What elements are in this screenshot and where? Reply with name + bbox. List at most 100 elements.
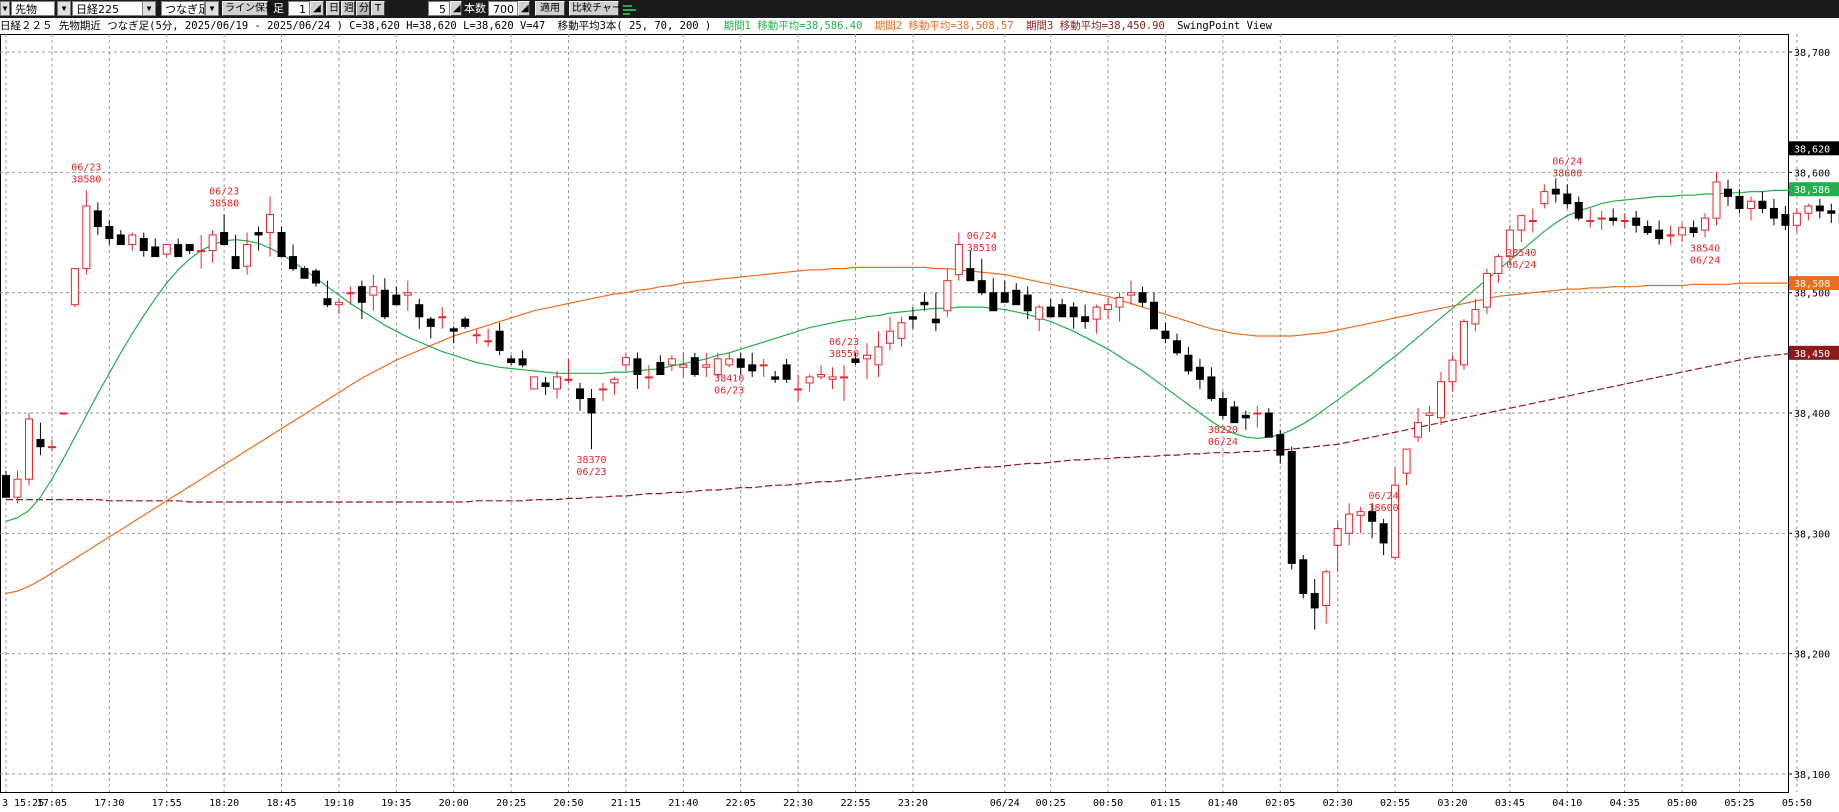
candle-body (231, 256, 240, 270)
candle (116, 230, 125, 246)
candle-body (300, 268, 309, 279)
bar-value-spinner[interactable]: ◢ (310, 1, 324, 16)
candle (1391, 467, 1400, 560)
candle (553, 370, 562, 399)
swing-price: 38580 (71, 174, 101, 185)
swing-date: 06/24 (1552, 156, 1582, 167)
bar-value-input[interactable]: 1 (288, 1, 310, 16)
candle (598, 382, 607, 401)
candle (1448, 355, 1457, 392)
interval-input[interactable]: 5 (428, 1, 450, 16)
moving-averages (5, 188, 1797, 595)
symbol-dropdown-arrow[interactable]: ▼ (57, 1, 71, 16)
candle (1597, 210, 1606, 231)
candle (1138, 286, 1147, 308)
candle-body (1218, 398, 1227, 416)
candle (518, 350, 527, 368)
candle (1792, 208, 1801, 233)
info-line: 日経２２５ 先物期近 つなぎ足(5分, 2025/06/19 - 2025/06… (0, 19, 1278, 33)
candle-body (507, 358, 516, 363)
period-minute-button[interactable]: 分 (356, 1, 370, 16)
symbol-select[interactable]: 日経225 (72, 1, 156, 16)
candle-body (541, 382, 550, 388)
candle (1172, 333, 1181, 356)
candle-body (840, 376, 849, 379)
price-tag-label: 38,508 (1794, 279, 1830, 290)
x-tick-label: 21:15 (611, 798, 641, 809)
x-tick-label: 18:45 (266, 798, 296, 809)
candle (1230, 400, 1239, 424)
swingpoint-view: SwingPoint View (1177, 20, 1272, 32)
candle (300, 266, 309, 279)
count-spinner[interactable]: ◢ (518, 1, 530, 16)
symbol-dropdown-arrow-right[interactable]: ▼ (142, 1, 156, 16)
count-label: 本数 (464, 2, 486, 15)
candle (105, 220, 114, 245)
candle-body (1333, 528, 1342, 546)
candle-body (1666, 234, 1675, 237)
candle-body (426, 318, 435, 327)
candle (897, 316, 906, 347)
chart-type-select[interactable]: つなぎ足 (161, 1, 205, 16)
candle-body (1746, 200, 1755, 209)
candle (174, 238, 183, 258)
candle-body (1104, 304, 1113, 311)
x-tick-label: 17:05 (37, 798, 67, 809)
candle-body (874, 346, 883, 366)
ma1-line (5, 188, 1797, 522)
candle-body (449, 328, 458, 332)
candle (690, 352, 699, 377)
count-input[interactable]: 700 (488, 1, 518, 16)
period-tick-button[interactable]: T (371, 1, 385, 16)
candle (1218, 391, 1227, 420)
candle-body (1528, 219, 1537, 222)
chart-bars-icon[interactable] (622, 2, 638, 16)
period-week-button[interactable]: 週 (341, 1, 355, 16)
candle-body (162, 244, 171, 255)
price-tag-bg (1789, 182, 1839, 197)
x-tick-label: 03:45 (1495, 798, 1525, 809)
compare-chart-button[interactable]: 比較チャート (569, 1, 632, 16)
swing-date: 06/23 (714, 385, 744, 396)
apply-button[interactable]: 適用 (535, 1, 565, 16)
market-select[interactable]: 先物 (11, 1, 55, 16)
candle (759, 358, 768, 377)
candle (1127, 280, 1136, 305)
price-tag-label: 38,450 (1794, 349, 1830, 360)
candle-body (1069, 306, 1078, 318)
period-day-button[interactable]: 日 (326, 1, 340, 16)
chart-type-dropdown-arrow[interactable]: ▼ (205, 1, 219, 16)
candle-body (885, 330, 894, 344)
x-tick-label: 05:00 (1667, 798, 1697, 809)
candle-body (1437, 381, 1445, 419)
candle (713, 352, 722, 377)
price-tag-label: 38,586 (1794, 185, 1830, 196)
x-tick-label: 01:40 (1208, 798, 1238, 809)
candle (1735, 189, 1744, 214)
candle (1494, 254, 1503, 284)
candle-body (1253, 412, 1262, 415)
x-tick-label: 19:10 (324, 798, 354, 809)
candle (840, 364, 849, 401)
candle-body (1517, 215, 1526, 231)
candle-body (220, 232, 229, 246)
candle-body (1115, 296, 1124, 308)
market-dropdown-arrow[interactable]: ▼ (0, 1, 10, 16)
interval-spinner[interactable]: ◢ (450, 1, 462, 16)
candle-body (690, 357, 699, 375)
candle (380, 278, 389, 320)
candle-body (598, 388, 607, 391)
x-tick-label: 18:20 (209, 798, 239, 809)
candle (346, 286, 355, 305)
candle (1092, 304, 1101, 334)
candle-body (1724, 188, 1732, 197)
candle (47, 439, 56, 452)
candle-body (656, 361, 665, 375)
save-line-button[interactable]: ライン保存 (222, 1, 275, 16)
candle (1540, 184, 1549, 209)
candle (908, 307, 917, 329)
candle-body (1540, 191, 1549, 205)
x-tick-label: 01:15 (1150, 798, 1180, 809)
bar-label: 足 (273, 2, 284, 15)
